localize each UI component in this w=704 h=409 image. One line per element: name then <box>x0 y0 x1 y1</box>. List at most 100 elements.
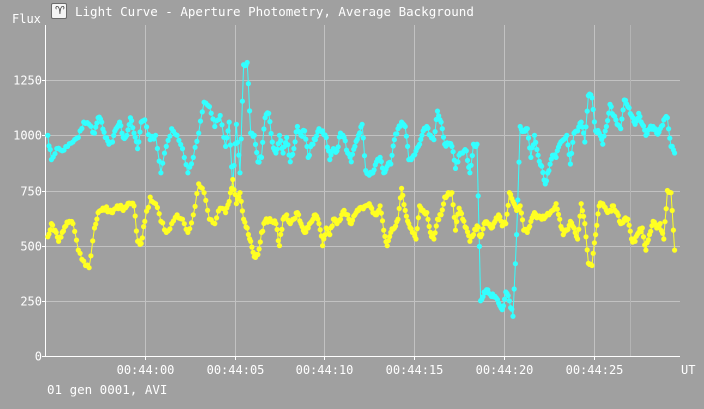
data-point <box>94 216 100 222</box>
data-point <box>565 142 571 148</box>
data-point <box>479 231 485 237</box>
data-point <box>528 154 534 160</box>
data-point <box>511 286 517 292</box>
data-point <box>575 236 581 242</box>
data-point <box>414 226 420 232</box>
data-point <box>668 190 674 196</box>
data-point <box>670 227 677 233</box>
data-point <box>584 108 590 114</box>
data-point <box>419 132 425 138</box>
light-curve-app-icon[interactable]: ♈ <box>51 3 67 19</box>
data-point <box>454 219 460 225</box>
data-point <box>504 211 510 217</box>
data-point <box>427 229 433 235</box>
data-point <box>565 226 571 232</box>
data-point <box>474 141 480 147</box>
data-point <box>320 243 326 249</box>
data-point <box>160 220 166 226</box>
data-point <box>395 216 401 222</box>
data-point <box>238 136 244 142</box>
data-point <box>73 237 80 243</box>
data-point <box>591 240 598 246</box>
data-point <box>583 124 589 130</box>
data-point <box>266 110 272 116</box>
data-point <box>223 210 229 216</box>
data-point <box>576 226 582 232</box>
data-point <box>219 122 225 128</box>
data-point <box>284 212 290 218</box>
data-point <box>500 303 506 309</box>
data-point <box>643 247 649 253</box>
data-point <box>669 207 675 214</box>
data-point <box>402 123 408 130</box>
data-point <box>269 139 275 145</box>
data-point <box>357 130 363 136</box>
data-point <box>630 114 636 121</box>
data-point <box>130 125 136 131</box>
series-line <box>47 62 676 317</box>
data-point <box>381 227 387 233</box>
data-point <box>161 150 168 156</box>
data-point <box>579 208 586 214</box>
data-point <box>224 135 230 141</box>
data-point <box>389 152 395 158</box>
data-point <box>503 221 509 227</box>
data-point <box>197 118 204 124</box>
data-point <box>590 250 596 256</box>
data-point <box>252 141 259 147</box>
data-point <box>230 176 236 183</box>
data-point <box>525 135 532 141</box>
data-point <box>329 223 335 229</box>
data-point <box>292 215 298 221</box>
data-point <box>256 159 262 165</box>
data-point <box>239 208 245 214</box>
data-point <box>194 190 200 197</box>
data-point <box>578 201 584 207</box>
data-point <box>278 138 284 144</box>
data-point <box>303 136 309 142</box>
data-point <box>519 217 526 223</box>
data-point <box>467 238 473 244</box>
data-point <box>515 197 521 203</box>
data-point <box>349 217 356 223</box>
data-point <box>245 81 251 87</box>
data-point <box>203 197 209 203</box>
data-point <box>625 216 631 222</box>
data-point <box>360 135 366 141</box>
data-point <box>214 215 220 221</box>
data-point <box>225 128 231 134</box>
data-point <box>165 137 171 143</box>
x-tick-label: 00:44:20 <box>476 363 534 377</box>
data-point <box>126 122 132 128</box>
data-point <box>131 130 137 136</box>
data-point <box>118 123 124 129</box>
data-point <box>603 123 610 130</box>
data-point <box>226 119 232 125</box>
data-point <box>371 167 377 173</box>
data-point <box>662 219 668 225</box>
data-point <box>539 163 545 169</box>
data-point <box>582 221 588 227</box>
data-point <box>156 211 162 217</box>
data-point <box>583 234 589 240</box>
y-tick-label: 500 <box>20 240 42 254</box>
data-point <box>236 194 242 200</box>
y-tick-label: 1000 <box>13 129 42 143</box>
data-point <box>179 216 186 222</box>
data-point <box>648 228 654 234</box>
data-point <box>185 170 191 176</box>
data-point <box>93 124 99 130</box>
y-tick-label: 0 <box>35 350 42 364</box>
data-point <box>201 190 207 196</box>
data-point <box>450 149 456 155</box>
data-point <box>160 160 166 166</box>
data-point <box>391 137 397 143</box>
data-point <box>109 139 116 145</box>
data-point <box>88 123 94 129</box>
data-point <box>405 143 411 149</box>
data-point <box>285 142 291 148</box>
series-yellow <box>45 176 678 271</box>
data-point <box>469 153 475 159</box>
data-point <box>663 206 669 212</box>
data-point <box>637 113 643 120</box>
